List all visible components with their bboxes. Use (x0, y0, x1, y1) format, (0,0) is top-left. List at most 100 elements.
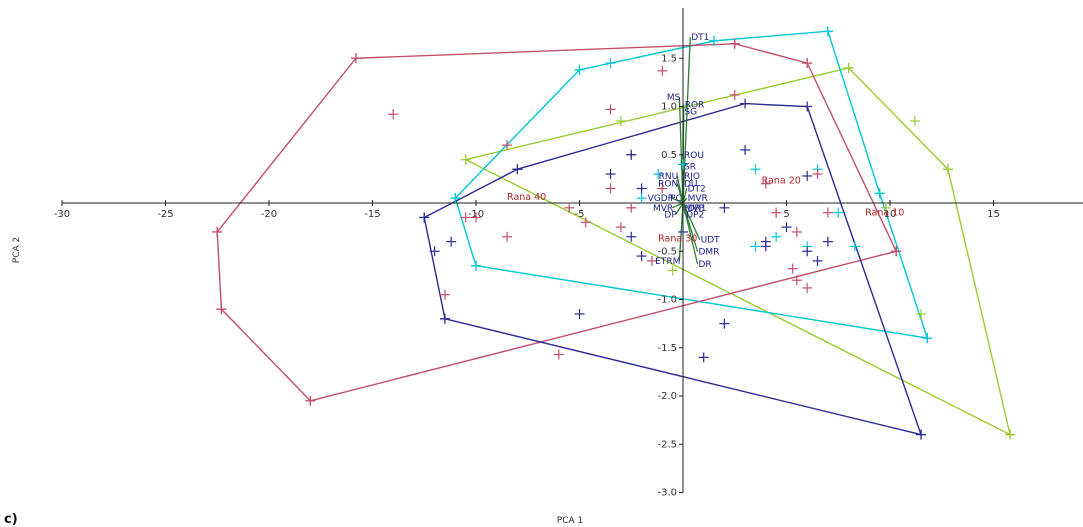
group-labels: Rana 10 Rana 20 Rana 30 Rana 40 (507, 176, 904, 245)
data-point (729, 38, 740, 49)
group-label: Rana 20 (762, 176, 801, 187)
group-label: Rana 10 (865, 208, 904, 219)
data-point (419, 212, 430, 223)
data-point (891, 246, 902, 257)
data-point (760, 241, 771, 252)
data-point (791, 275, 802, 286)
data-point (822, 207, 833, 218)
data-point (216, 304, 227, 315)
loading-label: MVR (688, 194, 708, 204)
x-tick-label: 5 (783, 209, 789, 220)
data-point (657, 65, 668, 76)
group-hulls (212, 26, 1016, 440)
data-point (350, 53, 361, 64)
data-point (626, 231, 637, 242)
data-point (916, 308, 927, 319)
x-tick-label: -15 (364, 209, 380, 220)
loading-label: UDT (701, 236, 721, 246)
data-point (564, 202, 575, 213)
loading-label: DR1 (688, 204, 707, 214)
data-point (740, 144, 751, 155)
loading-vector (682, 197, 688, 204)
data-point (942, 164, 953, 175)
data-point (450, 193, 461, 204)
y-tick-label: 0.5 (661, 150, 677, 161)
data-point (719, 318, 730, 329)
data-point (729, 89, 740, 100)
data-point (657, 183, 668, 194)
data-point (446, 236, 457, 247)
data-point (460, 212, 471, 223)
y-tick-label: -1.0 (657, 295, 677, 306)
data-point (580, 217, 591, 228)
data-point (574, 308, 585, 319)
data-point (922, 333, 933, 344)
loading-label: SG (684, 107, 697, 117)
loading-vector (682, 202, 701, 240)
data-point (626, 149, 637, 160)
panel-label: c) (4, 512, 18, 527)
loading-vector (671, 202, 684, 209)
data-point (626, 202, 637, 213)
group-label: Rana 40 (507, 192, 546, 203)
data-point (812, 255, 823, 266)
data-point (388, 109, 399, 120)
data-point (822, 26, 833, 37)
data-point (833, 207, 844, 218)
data-point (916, 429, 927, 440)
axes (62, 8, 1083, 493)
data-point (502, 231, 513, 242)
data-point (802, 246, 813, 257)
data-point (909, 115, 920, 126)
data-point (439, 313, 450, 324)
data-point (802, 282, 813, 293)
x-tick-label: -20 (261, 209, 277, 220)
hull-vertex-marker (802, 101, 813, 112)
data-point (787, 263, 798, 274)
y-tick-label: -1.5 (657, 343, 677, 354)
data-point (874, 188, 885, 199)
loading-label: RON (658, 180, 678, 190)
data-point (719, 202, 730, 213)
loading-label: SR (684, 162, 696, 172)
data-point (750, 164, 761, 175)
loading-vector (682, 36, 691, 204)
data-point (1005, 429, 1016, 440)
data-point (636, 193, 647, 204)
loading-label: DT1 (691, 33, 709, 43)
y-axis-title: PCA 2 (12, 237, 22, 263)
data-point (678, 226, 688, 237)
loading-label: MS (667, 93, 681, 103)
data-point (605, 169, 616, 180)
data-point (771, 207, 782, 218)
loading-label: VGDP (648, 194, 674, 204)
data-point (760, 178, 771, 189)
data-point (709, 35, 720, 46)
data-point (781, 222, 792, 233)
hull-rana-30 (216, 43, 898, 402)
loading-label: DMR (698, 247, 719, 257)
data-point (502, 140, 513, 151)
x-tick-label: 15 (987, 209, 1000, 220)
y-ticks: -3.0 -2.5 -2.0 -1.5 -1.0 -0.5 0.5 1.0 1.5 (657, 53, 683, 499)
data-point (678, 159, 688, 170)
data-point (574, 64, 585, 75)
y-tick-label: -0.5 (657, 246, 677, 257)
data-point (880, 202, 891, 213)
data-point (791, 226, 802, 237)
data-points (212, 26, 1016, 440)
loading-label: DR (698, 260, 711, 270)
data-point (802, 170, 813, 181)
data-point (460, 154, 471, 165)
y-tick-label: 1.0 (661, 102, 677, 113)
loading-label: ETRM (655, 257, 680, 267)
loading-vector (671, 197, 684, 204)
y-tick-label: -2.5 (657, 439, 677, 450)
data-point (750, 241, 761, 252)
loading-vector (682, 202, 699, 264)
data-point (667, 265, 678, 276)
data-point (471, 212, 481, 223)
loading-label: ROU (684, 151, 704, 161)
